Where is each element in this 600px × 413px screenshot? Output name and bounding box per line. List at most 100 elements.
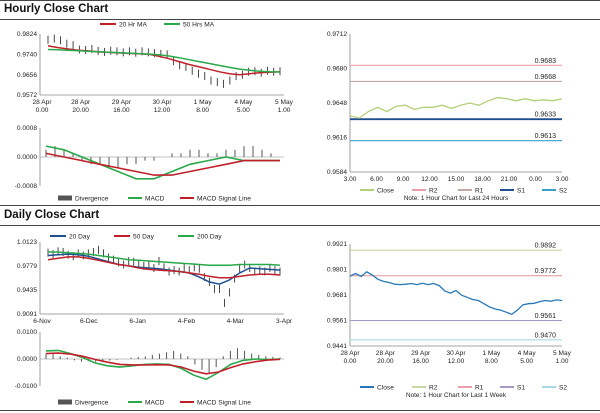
y-tick-2: 0.9681 xyxy=(327,292,348,299)
x-tick-4: 15.00 xyxy=(448,176,465,183)
hourly-price-chart: 0.9824 0.9740 0.9656 0.9572 20 Hr MA 50 Hrs M… xyxy=(17,21,294,114)
x-tick-time-5: 5.00 xyxy=(520,358,533,365)
series-close xyxy=(349,271,563,316)
series-macd-signal-line xyxy=(45,152,280,176)
y-tick-2: 0.9648 xyxy=(327,100,348,107)
x-tick-date-6: 5 May xyxy=(553,350,572,357)
y-tick-1: 0.9779 xyxy=(17,263,38,270)
x-tick-time-1: 20.00 xyxy=(377,358,394,365)
x-tick-3: 4-Feb xyxy=(178,318,196,325)
y-tick-2: -0.0008 xyxy=(15,183,38,190)
x-tick-time-2: 16.00 xyxy=(113,107,130,114)
legend-r2-label: R2 xyxy=(429,384,438,391)
daily-macd-chart: 0.0100 0.0000 -0.0100 Divergence MACD MACD Si… xyxy=(15,329,284,406)
x-tick-1: 6-Dec xyxy=(80,318,98,325)
series-200-day xyxy=(48,251,281,266)
daily-price-chart: 1.0123 0.9779 0.9435 0.9091 20 Day 50 Day 200 … xyxy=(17,233,293,325)
series-macd xyxy=(45,145,280,180)
level-label-r1: 0.9668 xyxy=(535,74,557,81)
legend-divergence-swatch xyxy=(58,195,72,201)
level-label-s1: 0.9561 xyxy=(535,313,557,320)
x-tick-date-5: 4 May xyxy=(518,350,537,357)
legend-s2-label: S2 xyxy=(559,384,567,391)
y-tick-0: 0.9712 xyxy=(327,31,348,38)
x-tick-time-4: 8.00 xyxy=(196,107,209,114)
level-label-s2: 0.9613 xyxy=(535,133,557,140)
hourly-pivot-chart: 0.9712 0.9680 0.9648 0.9616 0.9584 0.9683 0.96… xyxy=(327,31,569,202)
level-label-r2: 0.9892 xyxy=(535,243,557,250)
legend-1-label: 50 Hrs MA xyxy=(183,21,215,28)
x-tick-time-2: 16.00 xyxy=(412,358,429,365)
level-label-s1: 0.9633 xyxy=(535,112,557,119)
y-tick-2: 0.9435 xyxy=(17,287,38,294)
x-tick-7: 0.00 xyxy=(529,176,542,183)
legend-s1-label: S1 xyxy=(517,187,525,194)
mid-rule xyxy=(0,205,600,206)
x-tick-date-4: 1 May xyxy=(194,99,213,106)
y-tick-4: 0.9584 xyxy=(327,169,348,176)
x-tick-date-2: 29 Apr xyxy=(411,350,431,357)
legend-macd-label: MACD xyxy=(145,195,165,202)
y-tick-0: 0.0008 xyxy=(17,125,38,132)
x-tick-0: 3.00 xyxy=(344,176,357,183)
x-tick-8: 3.00 xyxy=(556,176,569,183)
x-tick-time-3: 12.00 xyxy=(154,107,171,114)
level-label-r2: 0.9683 xyxy=(535,58,557,65)
daily-section-title: Daily Close Chart xyxy=(4,209,100,221)
x-tick-4: 4-Mar xyxy=(227,318,245,325)
x-tick-date-4: 1 May xyxy=(482,350,501,357)
legend-macd-label: MACD xyxy=(145,399,165,406)
legend-0-label: 20 Hr MA xyxy=(119,21,147,28)
x-tick-date-1: 28 Apr xyxy=(71,99,91,106)
y-tick-3: 0.9091 xyxy=(17,311,38,318)
x-tick-date-5: 4 May xyxy=(234,99,253,106)
series-20-day xyxy=(47,253,281,285)
legend-2-label: 200 Day xyxy=(197,233,222,240)
x-tick-1: 6.00 xyxy=(370,176,383,183)
x-tick-0: 6-Nov xyxy=(33,318,51,325)
legend-divergence-label: Divergence xyxy=(75,399,109,406)
legend-close-label: Close xyxy=(377,384,394,391)
y-tick-3: 0.9572 xyxy=(17,92,38,99)
series-50-hrs-ma xyxy=(47,48,281,73)
x-tick-2: 9.00 xyxy=(397,176,410,183)
x-tick-date-6: 5 May xyxy=(275,99,294,106)
y-tick-1: 0.9740 xyxy=(17,52,38,59)
x-tick-date-1: 28 Apr xyxy=(376,350,396,357)
y-tick-3: 0.9616 xyxy=(327,135,348,142)
x-tick-time-4: 8.00 xyxy=(485,358,498,365)
x-tick-date-3: 30 Apr xyxy=(446,350,466,357)
legend-s2-label: S2 xyxy=(559,187,567,194)
level-label-r1: 0.9772 xyxy=(535,268,557,275)
legend-0-label: 20 Day xyxy=(69,233,91,240)
legend-r1-label: R1 xyxy=(475,187,484,194)
y-tick-0: 0.9921 xyxy=(327,241,348,248)
series-macd-signal-line xyxy=(45,352,281,375)
hourly-macd-chart: 0.0008 0.0000 -0.0008 Divergence MACD MACD Si… xyxy=(15,125,284,202)
top-rule xyxy=(0,0,600,1)
chart-note: Note: 1 Hour Chart for Last 24 Hours xyxy=(404,195,508,202)
legend-signal-label: MACD Signal Line xyxy=(197,399,251,406)
y-tick-1: 0.9801 xyxy=(327,267,348,274)
x-tick-date-0: 28 Apr xyxy=(340,350,360,357)
y-tick-1: 0.9680 xyxy=(327,66,348,73)
y-tick-0: 1.0123 xyxy=(17,239,38,246)
legend-r1-label: R1 xyxy=(475,384,484,391)
legend-divergence-label: Divergence xyxy=(75,195,109,202)
x-tick-3: 12.00 xyxy=(421,176,438,183)
x-tick-5: 18.00 xyxy=(474,176,491,183)
y-tick-3: 0.9561 xyxy=(327,318,348,325)
legend-divergence-swatch xyxy=(58,399,72,405)
chart-note: Note: 1 Hour Chart for Last 1 Week xyxy=(406,392,507,399)
x-tick-time-0: 0.00 xyxy=(36,107,49,114)
hourly-title-rule xyxy=(0,19,600,20)
x-tick-date-0: 28 Apr xyxy=(32,99,52,106)
legend-r2-label: R2 xyxy=(429,187,438,194)
y-tick-0: 0.9824 xyxy=(17,31,38,38)
x-tick-5: 3-Apr xyxy=(276,318,293,325)
daily-title-rule xyxy=(0,225,600,226)
hourly-section-title: Hourly Close Chart xyxy=(4,3,109,15)
x-tick-6: 21.00 xyxy=(501,176,518,183)
series-50-day xyxy=(47,256,281,279)
x-tick-date-2: 29 Apr xyxy=(112,99,132,106)
